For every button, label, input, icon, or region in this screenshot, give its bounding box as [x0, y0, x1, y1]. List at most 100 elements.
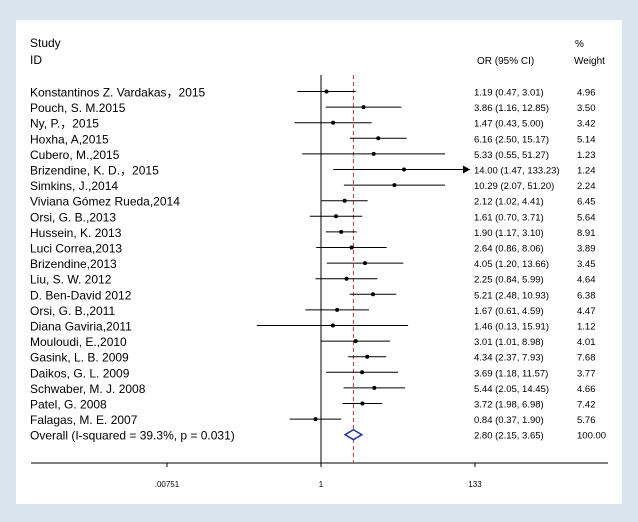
weight-value: 5.76: [577, 415, 596, 426]
study-row: Orsi, G. B.,2011 1.67 (0.61, 4.59) 4.47: [30, 304, 596, 318]
or-ci-value: 1.47 (0.43, 5.00): [474, 119, 544, 130]
study-row: Daikos, G. L. 2009 3.69 (1.18, 11.57) 3.77: [30, 366, 596, 380]
study-label: Hussein, K. 2013: [30, 226, 122, 240]
study-label: Viviana Gómez Rueda,2014: [30, 195, 180, 209]
or-ci-value: 6.16 (2.50, 15.17): [474, 134, 549, 145]
point-estimate: [392, 183, 397, 188]
study-row: Mouloudi, E.,2010 3.01 (1.01, 8.98) 4.01: [30, 335, 596, 349]
study-row: Konstantinos Z. Vardakas，2015 1.19 (0.47,…: [30, 86, 596, 100]
header-study: Study: [30, 36, 61, 50]
weight-value: 3.50: [577, 103, 596, 114]
study-label: Brizendine,2013: [30, 257, 117, 271]
point-estimate: [370, 292, 375, 297]
or-ci-value: 0.84 (0.37, 1.90): [474, 415, 544, 426]
point-estimate: [363, 261, 368, 266]
study-row: D. Ben-David 2012 5.21 (2.48, 10.93) 6.38: [30, 288, 596, 302]
study-label: Liu, S. W. 2012: [30, 273, 112, 287]
or-ci-value: 2.64 (0.86, 8.06): [474, 244, 544, 255]
weight-value: 1.23: [577, 150, 596, 161]
or-ci-value: 4.05 (1.20, 13.66): [474, 259, 549, 270]
ci-arrow-icon: [463, 165, 470, 174]
point-estimate: [333, 214, 338, 219]
overall-label: Overall (I-squared = 39.3%, p = 0.031): [30, 429, 235, 443]
overall-row: Overall (I-squared = 39.3%, p = 0.031) 2.…: [30, 429, 606, 443]
overall-or-ci-value: 2.80 (2.15, 3.65): [474, 431, 544, 442]
weight-value: 8.91: [577, 228, 596, 239]
x-tick-label: 133: [468, 480, 482, 489]
study-row: Hussein, K. 2013 1.90 (1.17, 3.10) 8.91: [30, 226, 596, 240]
study-row: Schwaber, M. J. 2008 5.44 (2.05, 14.45) 4.…: [30, 382, 596, 396]
study-label: Hoxha, A,2015: [30, 132, 109, 146]
point-estimate: [402, 167, 407, 172]
study-row: Viviana Gómez Rueda,2014 2.12 (1.02, 4.41…: [30, 195, 596, 209]
weight-value: 3.45: [577, 259, 596, 270]
or-ci-value: 5.33 (0.55, 51.27): [474, 150, 549, 161]
weight-value: 4.64: [577, 275, 596, 286]
plot-panel: Study ID OR (95% CI) % Weight .00751 1 133…: [16, 20, 622, 504]
study-row: Diana Gaviria,2011 1.46 (0.13, 15.91) 1.12: [30, 320, 596, 334]
study-row: Luci Correa,2013 2.64 (0.86, 8.06) 3.89: [30, 242, 596, 256]
study-label: Falagas, M. E. 2007: [30, 413, 138, 427]
weight-value: 4.47: [577, 306, 596, 317]
point-estimate: [324, 89, 329, 94]
study-row: Simkins, J.,2014 10.29 (2.07, 51.20) 2.24: [30, 179, 596, 193]
or-ci-value: 1.67 (0.61, 4.59): [474, 306, 544, 317]
weight-value: 6.38: [577, 290, 596, 301]
header-weight: Weight: [574, 56, 605, 67]
point-estimate: [360, 370, 365, 375]
study-label: Diana Gaviria,2011: [30, 320, 132, 334]
or-ci-value: 1.46 (0.13, 15.91): [474, 322, 549, 333]
weight-value: 4.01: [577, 337, 596, 348]
study-label: Konstantinos Z. Vardakas，2015: [30, 86, 206, 100]
point-estimate: [360, 401, 365, 406]
or-ci-value: 3.01 (1.01, 8.98): [474, 337, 544, 348]
forest-plot: Study ID OR (95% CI) % Weight .00751 1 133…: [30, 36, 608, 489]
x-tick-label: 1: [319, 480, 324, 489]
study-label: Mouloudi, E.,2010: [30, 335, 127, 349]
or-ci-value: 2.12 (1.02, 4.41): [474, 197, 544, 208]
study-label: Pouch, S. M.2015: [30, 101, 126, 115]
point-estimate: [344, 276, 349, 281]
header-or-ci: OR (95% CI): [477, 56, 534, 67]
point-estimate: [349, 245, 354, 250]
or-ci-value: 2.25 (0.84, 5.99): [474, 275, 544, 286]
or-ci-value: 5.21 (2.48, 10.93): [474, 290, 549, 301]
study-row: Liu, S. W. 2012 2.25 (0.84, 5.99) 4.64: [30, 273, 596, 287]
header-weight-pct: %: [575, 39, 584, 50]
study-label: Luci Correa,2013: [30, 242, 122, 256]
study-row: Patel, G. 2008 3.72 (1.98, 6.98) 7.42: [30, 398, 596, 412]
or-ci-value: 1.19 (0.47, 3.01): [474, 88, 544, 99]
weight-value: 5.64: [577, 212, 596, 223]
weight-value: 5.14: [577, 134, 596, 145]
header-id: ID: [30, 53, 42, 67]
study-label: Brizendine, K. D.，2015: [30, 164, 159, 178]
weight-value: 1.24: [577, 166, 596, 177]
or-ci-value: 3.72 (1.98, 6.98): [474, 400, 544, 411]
or-ci-value: 1.90 (1.17, 3.10): [474, 228, 544, 239]
weight-value: 7.68: [577, 353, 596, 364]
weight-value: 1.12: [577, 322, 596, 333]
point-estimate: [342, 198, 347, 203]
column-headers: Study ID OR (95% CI) % Weight: [30, 36, 605, 67]
study-label: D. Ben-David 2012: [30, 288, 132, 302]
point-estimate: [371, 151, 376, 156]
weight-value: 4.66: [577, 384, 596, 395]
study-row: Falagas, M. E. 2007 0.84 (0.37, 1.90) 5.76: [30, 413, 596, 427]
study-row: Pouch, S. M.2015 3.86 (1.16, 12.85) 3.50: [30, 101, 596, 115]
weight-value: 4.96: [577, 88, 596, 99]
or-ci-value: 10.29 (2.07, 51.20): [474, 181, 554, 192]
point-estimate: [335, 307, 340, 312]
or-ci-value: 5.44 (2.05, 14.45): [474, 384, 549, 395]
study-label: Simkins, J.,2014: [30, 179, 118, 193]
point-estimate: [361, 105, 366, 110]
study-label: Ny, P.，2015: [30, 117, 99, 131]
point-estimate: [339, 229, 344, 234]
study-label: Schwaber, M. J. 2008: [30, 382, 146, 396]
study-row: Cubero, M.,2015 5.33 (0.55, 51.27) 1.23: [30, 148, 596, 162]
axis-layer: .00751 1 133: [31, 75, 608, 489]
x-tick-label: .00751: [155, 480, 180, 489]
study-label: Gasink, L. B. 2009: [30, 351, 129, 365]
study-row: Hoxha, A,2015 6.16 (2.50, 15.17) 5.14: [30, 132, 596, 146]
or-ci-value: 3.86 (1.16, 12.85): [474, 103, 549, 114]
study-row: Orsi, G. B.,2013 1.61 (0.70, 3.71) 5.64: [30, 210, 596, 224]
